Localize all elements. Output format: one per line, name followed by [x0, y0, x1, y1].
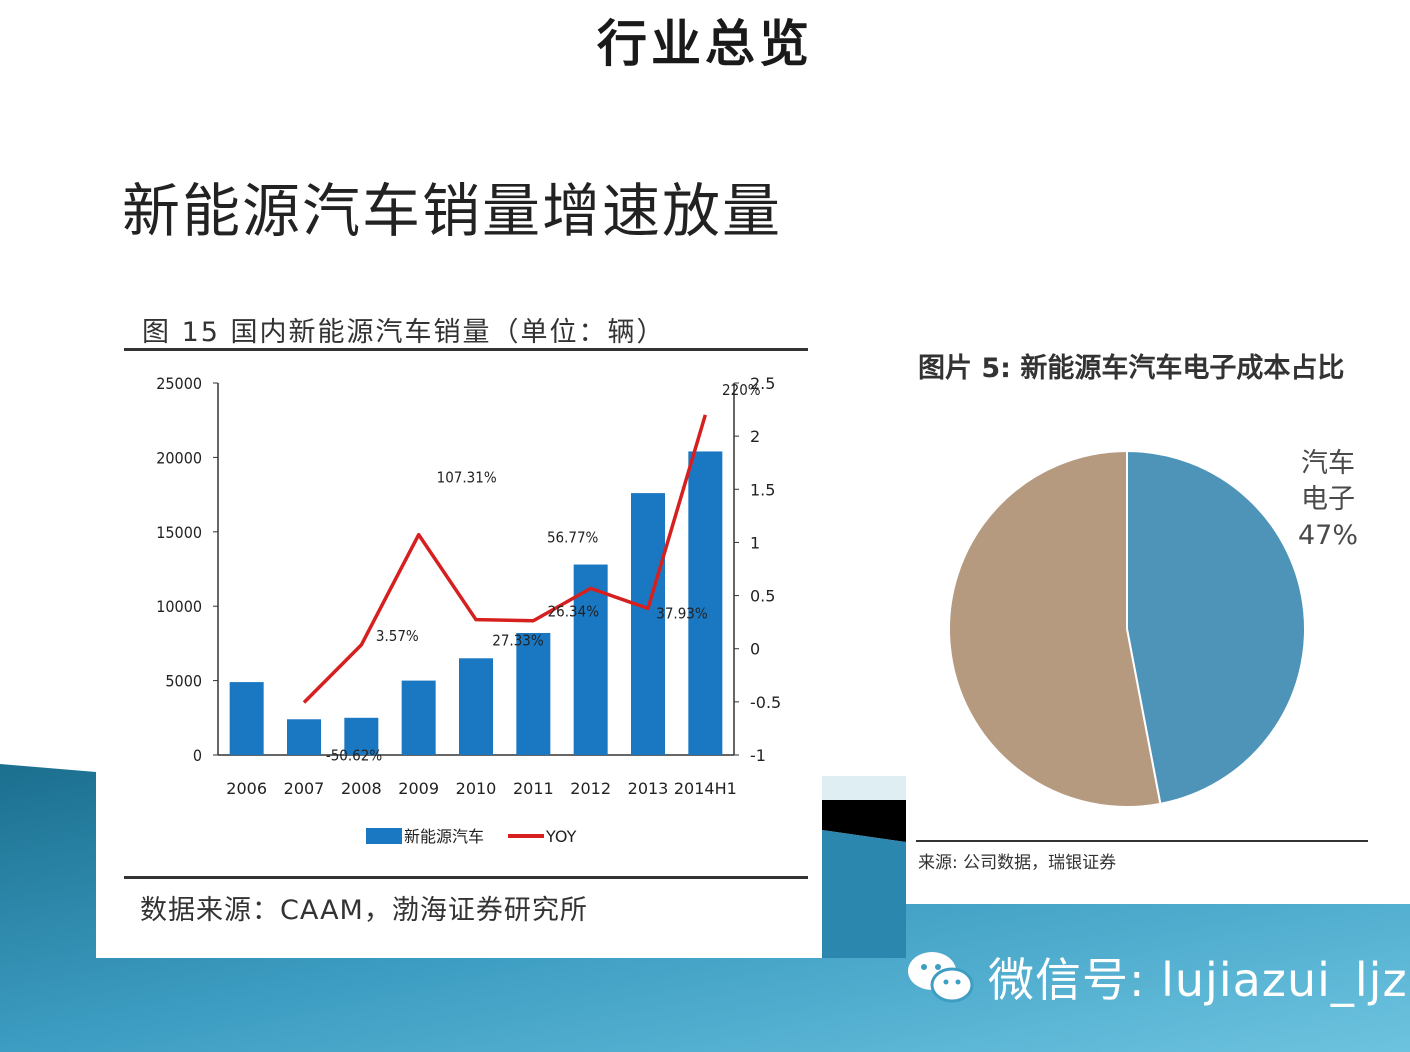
pie-chart-caption: 图片 5: 新能源车汽车电子成本占比 [918, 353, 1345, 384]
bar-chart-source: 数据来源：CAAM，渤海证券研究所 [140, 895, 588, 926]
caption-rule-top [124, 348, 808, 351]
x-tick-label: 2010 [456, 779, 497, 798]
yoy-data-label: 220% [722, 381, 761, 399]
pie-slice-label: 47% [1298, 520, 1358, 551]
y-right-tick-label: 1 [750, 533, 760, 552]
wechat-watermark: 微信号: lujiazui_ljz [906, 942, 1408, 1012]
y-left-tick-label: 10000 [156, 597, 202, 616]
pie-slice-label: 电子 [1301, 484, 1355, 515]
yoy-data-label: 3.57% [376, 627, 419, 645]
yoy-data-label: -50.62% [326, 747, 382, 765]
x-tick-label: 2013 [628, 779, 669, 798]
pie-slice-other [948, 449, 1162, 808]
wechat-icon [908, 952, 974, 1003]
y-left-tick-label: 15000 [156, 523, 202, 542]
y-right-tick-label: 2 [750, 427, 760, 446]
bar-2006 [229, 682, 264, 755]
bar-2010 [459, 658, 493, 755]
pie-source-rule [916, 840, 1368, 842]
slide-title: 行业总览 [597, 14, 813, 73]
bar-chart-caption: 图 15 国内新能源汽车销量（单位：辆） [142, 317, 666, 348]
y-right-tick-label: -1 [750, 746, 766, 765]
yoy-data-label: 56.77% [547, 528, 599, 546]
y-left-tick-label: 25000 [156, 374, 202, 393]
y-left-tick-label: 0 [193, 746, 202, 765]
bar-2009 [401, 680, 436, 755]
x-tick-label: 2014H1 [674, 779, 737, 798]
x-tick-label: 2012 [570, 779, 611, 798]
bar-2007 [287, 719, 321, 755]
pie-slice-electronics [1126, 449, 1306, 806]
legend-label-line: YOY [545, 827, 577, 846]
band-stripe-teal [822, 830, 906, 958]
yoy-data-label: 27.33% [492, 632, 544, 650]
y-right-tick-label: 0 [750, 640, 760, 659]
bar-2013 [631, 493, 665, 755]
y-right-tick-label: -0.5 [750, 693, 781, 712]
pie-slice-label: 汽车 [1301, 448, 1355, 479]
band-stripe-light [822, 776, 906, 800]
yoy-data-label: 107.31% [437, 469, 497, 487]
x-tick-label: 2008 [341, 779, 382, 798]
yoy-line [302, 414, 708, 704]
pie-chart-source: 来源: 公司数据，瑞银证券 [918, 853, 1117, 873]
x-tick-label: 2006 [226, 779, 267, 798]
legend-label-bar: 新能源汽车 [404, 827, 484, 846]
legend-swatch-bar [366, 828, 402, 844]
y-left-tick-label: 20000 [156, 448, 202, 467]
band-stripe-dark [822, 800, 906, 842]
section-heading: 新能源汽车销量增速放量 [122, 177, 783, 245]
x-tick-label: 2007 [284, 779, 325, 798]
bar-2008 [344, 717, 379, 755]
bar-2011 [516, 632, 551, 755]
band-shape [0, 764, 1410, 1052]
y-right-tick-label: 0.5 [750, 587, 775, 606]
x-tick-label: 2009 [398, 779, 439, 798]
y-left-tick-label: 5000 [165, 672, 202, 691]
wechat-id-text: 微信号: lujiazui_ljz [988, 953, 1408, 1007]
yoy-data-label: 37.93% [656, 604, 708, 622]
y-right-tick-label: 2.5 [750, 374, 775, 393]
caption-rule-bottom [124, 876, 808, 879]
y-right-tick-label: 1.5 [750, 480, 775, 499]
yoy-data-label: 26.34% [548, 603, 600, 621]
bar-2014H1 [688, 451, 723, 755]
x-tick-label: 2011 [513, 779, 554, 798]
